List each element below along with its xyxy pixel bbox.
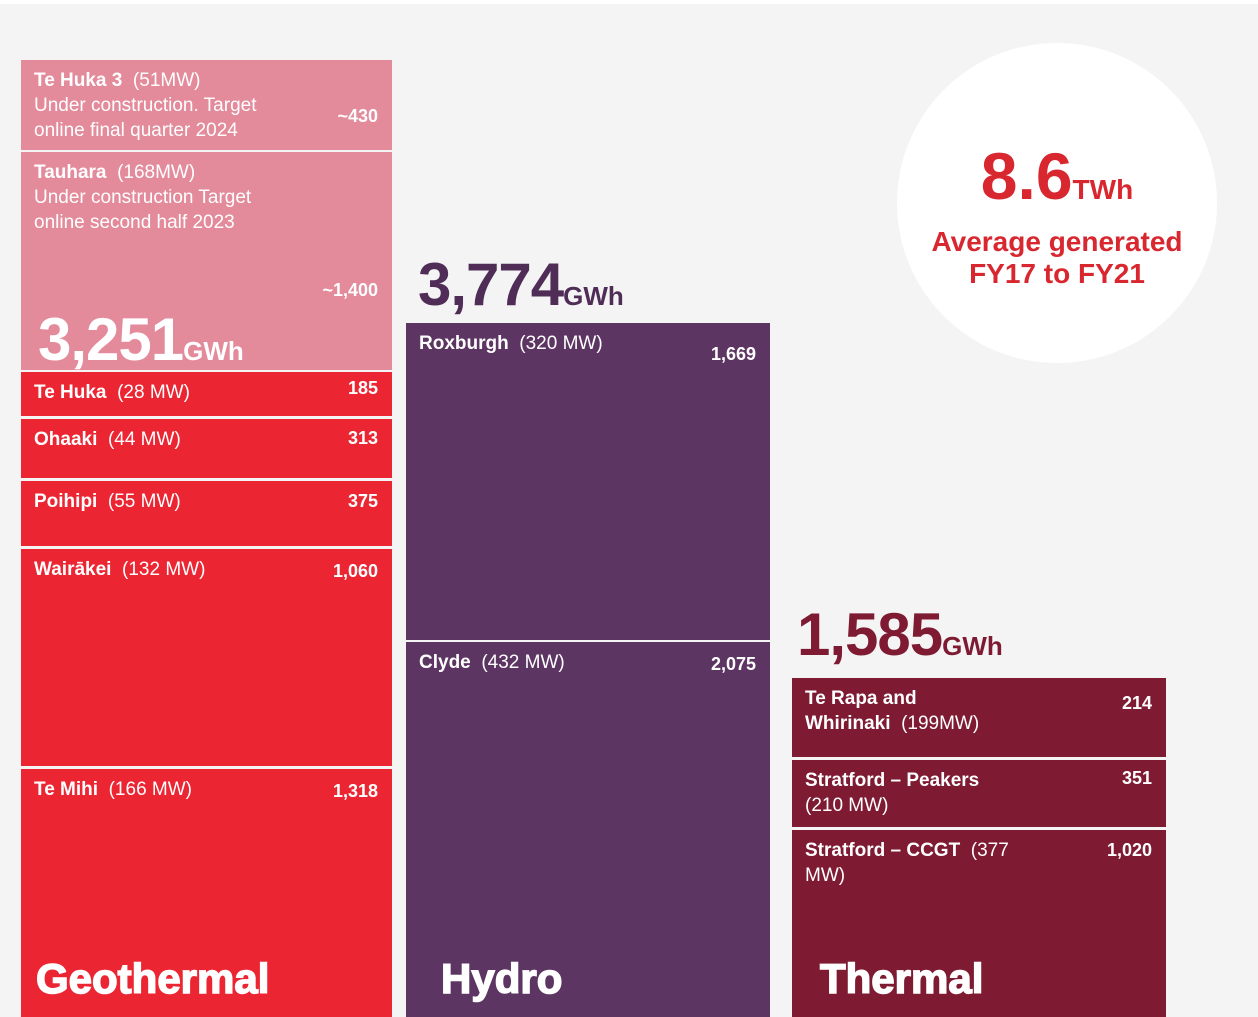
segment: Roxburgh (320 MW) 1,669 xyxy=(406,323,770,640)
plant-value: 1,318 xyxy=(332,781,378,801)
segment: Wairākei (132 MW) 1,060 xyxy=(21,549,392,766)
plant-capacity: (432 MW) xyxy=(481,652,565,673)
plant-capacity: (377 MW) xyxy=(805,840,1009,886)
plant-value: ~430 xyxy=(337,106,378,126)
plant-value: 1,020 xyxy=(1106,840,1152,860)
segment-text: Te Rapa and Whirinaki (199MW) xyxy=(805,686,1010,736)
plant-capacity: (55 MW) xyxy=(107,491,181,512)
plant-value: 1,669 xyxy=(710,344,756,364)
segment-text: Te Huka 3 (51MW) Under construction. Targ… xyxy=(34,68,296,143)
segment-text: Ohaaki (44 MW) xyxy=(34,427,296,452)
plant-value: 375 xyxy=(347,491,378,511)
column-label: Hydro xyxy=(440,954,563,1003)
segment: Clyde (432 MW) 2,075 xyxy=(406,642,770,1017)
summary-circle: 8.6TWh Average generated FY17 to FY21 xyxy=(897,43,1217,363)
column-total: 1,585GWh xyxy=(797,600,1003,669)
plant-name: Te Rapa and Whirinaki xyxy=(805,688,917,734)
segment: Tauhara (168MW) Under construction Target… xyxy=(21,152,392,370)
plant-note: Under construction Target online second … xyxy=(34,187,252,233)
top-band xyxy=(0,0,1258,4)
segment-text: Stratford – Peakers (210 MW) xyxy=(805,768,1010,818)
plant-capacity: (44 MW) xyxy=(107,429,181,450)
plant-name: Stratford – Peakers xyxy=(805,770,980,791)
total-value: 3,774 xyxy=(418,251,564,318)
segment-text: Tauhara (168MW) Under construction Target… xyxy=(34,160,296,235)
summary-unit: TWh xyxy=(1072,174,1134,205)
segment-text: Wairākei (132 MW) xyxy=(34,557,296,582)
segment-text: Roxburgh (320 MW) xyxy=(419,331,669,356)
segment-text: Te Huka (28 MW) xyxy=(34,380,296,405)
segment-text: Te Mihi (166 MW) xyxy=(34,777,296,802)
segment: Te Huka 3 (51MW) Under construction. Targ… xyxy=(21,60,392,150)
plant-value: 185 xyxy=(347,378,378,398)
total-unit: GWh xyxy=(942,631,1003,661)
segment: Te Mihi (166 MW) 1,318 xyxy=(21,769,392,1017)
plant-value: ~1,400 xyxy=(322,280,378,300)
plant-value: 351 xyxy=(1121,768,1152,788)
plant-name: Poihipi xyxy=(34,491,98,512)
segment-text: Clyde (432 MW) xyxy=(419,650,669,675)
plant-name: Clyde xyxy=(419,652,471,673)
plant-name: Tauhara xyxy=(34,162,107,183)
column-label: Thermal xyxy=(819,954,984,1003)
plant-name: Te Mihi xyxy=(34,779,99,800)
plant-name: Roxburgh xyxy=(419,333,509,354)
summary-total: 8.6TWh xyxy=(897,141,1217,225)
plant-capacity: (132 MW) xyxy=(122,559,206,580)
plant-name: Stratford – CCGT xyxy=(805,840,961,861)
plant-value: 2,075 xyxy=(710,654,756,674)
plant-value: 313 xyxy=(347,428,378,448)
total-value: 1,585 xyxy=(797,601,943,668)
plant-name: Wairākei xyxy=(34,559,112,580)
plant-name: Te Huka 3 xyxy=(34,70,123,91)
plant-capacity: (166 MW) xyxy=(108,779,193,800)
segment: Stratford – Peakers (210 MW) 351 xyxy=(792,760,1166,827)
plant-note: Under construction. Target online final … xyxy=(34,95,257,141)
segment: Ohaaki (44 MW) 313 xyxy=(21,419,392,478)
column-total: 3,251GWh xyxy=(38,305,244,374)
summary-caption: Average generated FY17 to FY21 xyxy=(931,226,1183,289)
total-unit: GWh xyxy=(563,281,624,311)
plant-name: Ohaaki xyxy=(34,429,98,450)
segment: Te Huka (28 MW) 185 xyxy=(21,372,392,416)
segment: Te Rapa and Whirinaki (199MW) 214 xyxy=(792,678,1166,757)
plant-value: 1,060 xyxy=(332,561,378,581)
plant-capacity: (28 MW) xyxy=(117,382,190,403)
total-unit: GWh xyxy=(183,336,244,366)
segment-text: Poihipi (55 MW) xyxy=(34,489,296,514)
summary-value: 8.6 xyxy=(980,139,1073,213)
segment-text: Stratford – CCGT (377 MW) xyxy=(805,838,1010,888)
plant-capacity: (320 MW) xyxy=(519,333,603,354)
segment: Poihipi (55 MW) 375 xyxy=(21,481,392,546)
plant-value: 214 xyxy=(1121,693,1152,713)
plant-capacity: (51MW) xyxy=(132,70,201,91)
plant-name: Te Huka xyxy=(34,382,107,403)
segment: Stratford – CCGT (377 MW) 1,020 xyxy=(792,830,1166,1017)
plant-capacity: (210 MW) xyxy=(805,795,889,816)
plant-capacity: (168MW) xyxy=(117,162,196,183)
column-total: 3,774GWh xyxy=(418,250,624,319)
total-value: 3,251 xyxy=(38,306,184,373)
plant-capacity: (199MW) xyxy=(901,713,980,734)
column-label: Geothermal xyxy=(35,954,270,1003)
